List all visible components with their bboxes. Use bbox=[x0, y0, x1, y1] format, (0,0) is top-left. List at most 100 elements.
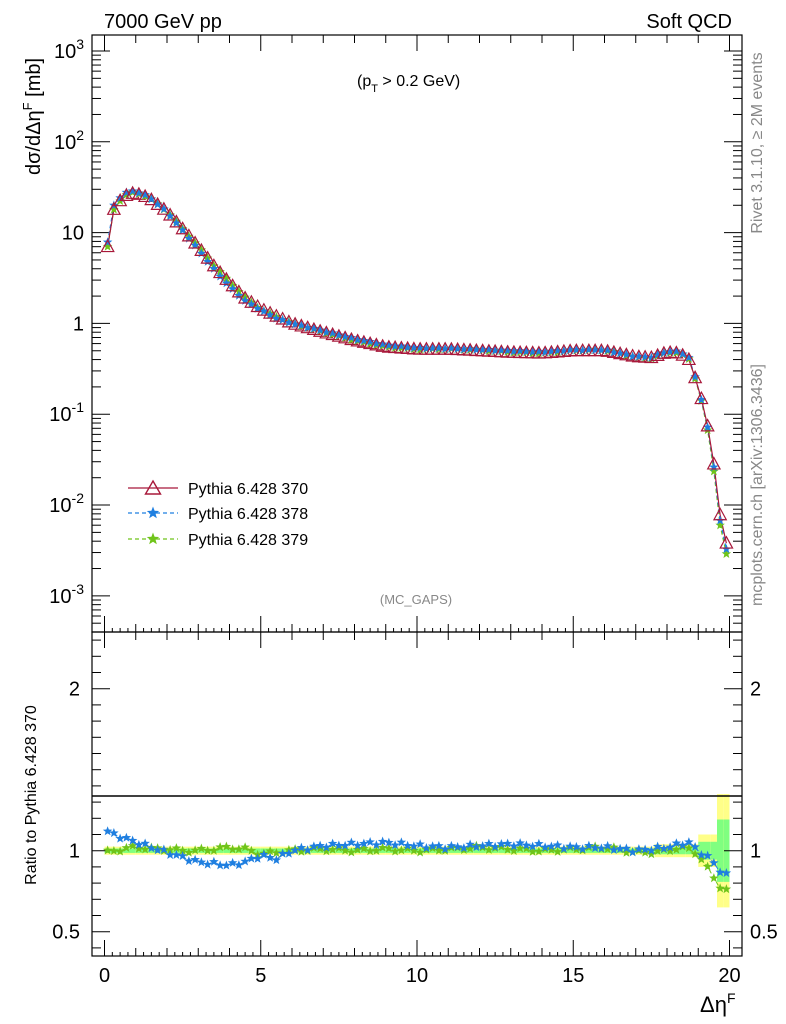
ratio-y-tick-label-right: 2 bbox=[750, 679, 761, 701]
ratio-y-tick-label: 1 bbox=[69, 841, 80, 863]
band-inner bbox=[129, 848, 136, 853]
series-378-point bbox=[477, 344, 488, 354]
ratio-378-point bbox=[715, 867, 725, 877]
series-379-point bbox=[109, 204, 119, 214]
series-378-point bbox=[690, 371, 700, 381]
ratio-378-point bbox=[552, 840, 563, 850]
series-370-point bbox=[119, 187, 134, 201]
series-378-point bbox=[559, 346, 569, 356]
ratio-379-point bbox=[646, 849, 657, 859]
ratio-378-point bbox=[615, 843, 625, 853]
ratio-378-point bbox=[259, 849, 269, 859]
ratio-378-point bbox=[321, 842, 332, 852]
series-379-point bbox=[709, 466, 719, 476]
series-378-point bbox=[277, 314, 288, 324]
y-tick-label: 10 bbox=[62, 223, 84, 245]
ratio-378-point bbox=[402, 840, 413, 850]
series-378-point bbox=[446, 343, 457, 353]
series-378-point bbox=[284, 317, 294, 327]
ratio-378-point bbox=[109, 828, 119, 838]
ratio-378-point bbox=[621, 843, 632, 853]
series-378-point bbox=[652, 349, 663, 359]
band-inner bbox=[429, 848, 436, 853]
band-inner bbox=[242, 848, 249, 853]
ratio-379-point bbox=[390, 846, 400, 856]
series-378-point bbox=[346, 332, 357, 342]
ratio-379-point bbox=[715, 883, 725, 893]
legend-marker-370 bbox=[144, 479, 162, 495]
ratio-378-point bbox=[540, 842, 550, 852]
series-379-point bbox=[221, 273, 232, 283]
series-370-point bbox=[269, 308, 284, 322]
series-378-point bbox=[646, 352, 657, 362]
series-378-point bbox=[246, 299, 257, 309]
series-378-point bbox=[146, 194, 157, 204]
series-378-point bbox=[609, 347, 619, 357]
ratio-378-point bbox=[409, 841, 419, 851]
series-370-point bbox=[244, 294, 259, 308]
ratio-379-point bbox=[246, 845, 257, 855]
ratio-378-point bbox=[496, 838, 507, 849]
pt-cut-annotation: (pT > 0.2 GeV) bbox=[357, 73, 460, 95]
series-378-point bbox=[659, 347, 669, 357]
series-378-point bbox=[221, 278, 232, 288]
series-378-point bbox=[546, 346, 557, 356]
ratio-y-tick-label: 0.5 bbox=[52, 922, 80, 944]
series-378-point bbox=[127, 186, 138, 196]
series-370-point bbox=[681, 351, 697, 366]
ratio-378-point bbox=[146, 843, 157, 853]
ratio-378-point bbox=[709, 857, 719, 867]
legend-marker-378 bbox=[146, 506, 160, 519]
series-370-point bbox=[200, 250, 215, 264]
ratio-378-point bbox=[515, 838, 525, 848]
ratio-379-point bbox=[621, 847, 632, 857]
series-378-point bbox=[252, 303, 263, 313]
series-378-point bbox=[565, 344, 575, 354]
series-378-point bbox=[459, 344, 469, 354]
series-378-point bbox=[402, 342, 413, 352]
series-378-point bbox=[371, 338, 382, 348]
ratio-378-point bbox=[427, 841, 438, 851]
ratio-378-point bbox=[490, 841, 500, 851]
series-378-point bbox=[240, 295, 250, 305]
band-inner bbox=[335, 848, 342, 853]
series-378-point bbox=[515, 345, 525, 355]
band-inner bbox=[217, 848, 224, 853]
series-378-point bbox=[590, 345, 600, 355]
series-370-point bbox=[262, 305, 278, 319]
series-370-point bbox=[100, 238, 115, 253]
ratio-378-point bbox=[277, 848, 288, 858]
series-378-point bbox=[215, 271, 225, 281]
series-378-point bbox=[321, 327, 332, 337]
ratio-379-point bbox=[171, 843, 182, 853]
y-tick-label: 103 bbox=[54, 36, 84, 63]
series-370-point bbox=[231, 284, 247, 298]
series-378-point bbox=[315, 325, 325, 335]
ratio-378-point bbox=[296, 842, 307, 852]
legend-marker-379 bbox=[146, 532, 160, 545]
ratio-378-point bbox=[571, 841, 582, 851]
series-378-point bbox=[309, 323, 319, 333]
ratio-379-point bbox=[177, 845, 188, 855]
ratio-378-point bbox=[646, 845, 657, 855]
series-378-point bbox=[484, 344, 494, 354]
series-378-point bbox=[709, 462, 719, 472]
ratio-378-point bbox=[127, 835, 138, 845]
series-378-point bbox=[115, 192, 125, 202]
series-378-point bbox=[377, 339, 388, 349]
legend-label-370: Pythia 6.428 370 bbox=[188, 481, 308, 498]
band-inner bbox=[148, 848, 155, 853]
series-378-point bbox=[390, 341, 400, 351]
ratio-378-point bbox=[415, 839, 425, 849]
series-370-point bbox=[212, 264, 228, 279]
ratio-378-point bbox=[502, 838, 513, 848]
ratio-378-point bbox=[184, 856, 194, 866]
series-370-point bbox=[181, 228, 197, 242]
band-inner bbox=[198, 848, 205, 853]
ratio-378-point bbox=[527, 841, 538, 851]
ratio-379-point bbox=[527, 846, 538, 856]
ratio-378-point bbox=[365, 837, 375, 847]
series-378-point bbox=[409, 342, 419, 352]
ratio-379-line bbox=[107, 845, 727, 890]
ratio-378-point bbox=[640, 844, 650, 854]
